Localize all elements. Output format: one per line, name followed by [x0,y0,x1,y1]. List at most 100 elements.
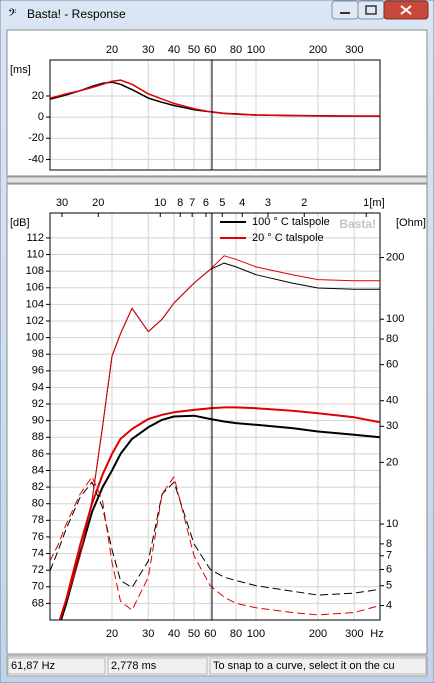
plot-frame [49,212,381,621]
minimize-button[interactable] [331,0,359,20]
x-tick-label: 100 [247,44,265,56]
x-tick-label: 20 [106,628,118,640]
y-tick-label: 94 [32,381,44,393]
x2-tick-label: 3 [265,197,271,209]
splitter[interactable] [6,176,428,184]
y-tick-label: 96 [32,365,44,377]
y2-tick-label: 7 [386,550,392,562]
y-tick-label: 72 [32,564,44,576]
x-tick-label: 40 [168,628,180,640]
x2-tick-label: 20 [92,197,104,209]
y2-tick-label: 80 [386,333,398,345]
upper-panel [6,29,428,177]
x-tick-label: 200 [309,628,327,640]
y-tick-label: 68 [32,597,44,609]
y-axis-label: [dB] [10,217,30,229]
x-tick-label: 50 [188,44,200,56]
y-tick-label: 92 [32,398,44,410]
close-icon [400,5,412,15]
x-tick-label: 60 [204,628,216,640]
y2-tick-label: 20 [386,456,398,468]
status-frequency: 61,87 Hz [11,660,55,672]
status-field [209,657,427,675]
x2-tick-label: 10 [154,197,166,209]
y-tick-label: 82 [32,481,44,493]
y2-tick-label: 100 [386,313,404,325]
y-tick-label: 88 [32,431,44,443]
y-tick-label: 80 [32,498,44,510]
y-tick-label: 78 [32,514,44,526]
y-tick-label: 106 [26,282,44,294]
y-tick-label: 90 [32,415,44,427]
y-tick-label: 110 [26,248,44,260]
y2-tick-label: 8 [386,538,392,550]
x2-tick-label: 4 [239,197,245,209]
y-tick-label: 84 [32,464,44,476]
window-title: Basta! - Response [27,7,126,21]
y2-tick-label: 5 [386,580,392,592]
y2-tick-label: 4 [386,599,392,611]
y2-tick-label: 30 [386,420,398,432]
x-tick-label: 200 [309,44,327,56]
y2-tick-label: 6 [386,563,392,575]
status-hint: To snap to a curve, select it on the cu [213,660,395,672]
y-axis-label: [ms] [10,64,31,76]
x2-tick-label: 2 [301,197,307,209]
plot-frame [49,59,381,171]
x2-tick-label: 8 [177,197,183,209]
x-tick-label: 300 [345,628,363,640]
legend-label: 20 ° C talspole [252,232,324,244]
y-tick-label: 76 [32,531,44,543]
app-icon: 𝄢 [8,6,16,21]
series-line [58,406,380,620]
status-bar [6,655,428,677]
y2-tick-label: 10 [386,518,398,530]
y-tick-label: 108 [26,265,44,277]
y-tick-label: 100 [26,331,44,343]
x-tick-label: 100 [247,628,265,640]
series-line [50,476,380,616]
x-axis-label: Hz [370,628,383,640]
status-time: 2,778 ms [111,660,157,672]
series-line [58,255,380,620]
x2-tick-label: 1 [363,197,369,209]
series-line [50,481,380,596]
y2-tick-label: 60 [386,359,398,371]
y-tick-label: 104 [26,298,44,310]
series-line [50,79,380,117]
y-tick-label: 74 [32,547,44,559]
y2-tick-label: 40 [386,395,398,407]
y-tick-label: 98 [32,348,44,360]
series-group [50,255,380,620]
y-tick-label: -40 [28,153,44,165]
watermark: Basta! [339,217,376,231]
y-tick-label: 0 [38,111,44,123]
x2-tick-label: 7 [189,197,195,209]
y2-tick-label: 200 [386,251,404,263]
x-tick-label: 30 [142,44,154,56]
x-tick-label: 60 [204,44,216,56]
x-tick-label: 20 [106,44,118,56]
x2-tick-label: 30 [56,197,68,209]
x-tick-label: 80 [230,628,242,640]
x-tick-label: 300 [345,44,363,56]
x2-tick-label: 6 [203,197,209,209]
y-tick-label: 20 [32,90,44,102]
y-tick-label: 70 [32,581,44,593]
y-tick-label: 86 [32,448,44,460]
x-tick-label: 30 [142,628,154,640]
x-tick-label: 40 [168,44,180,56]
x-tick-label: 80 [230,44,242,56]
x2-axis-label: [m] [369,197,384,209]
maximize-icon [365,5,377,15]
status-field [7,657,106,675]
x-tick-label: 50 [188,628,200,640]
y2-axis-label: [Ohm] [396,217,426,229]
status-field [107,657,208,675]
y-tick-label: -20 [28,132,44,144]
series-group [50,79,380,117]
y-tick-label: 102 [26,315,44,327]
maximize-button[interactable] [357,0,385,20]
